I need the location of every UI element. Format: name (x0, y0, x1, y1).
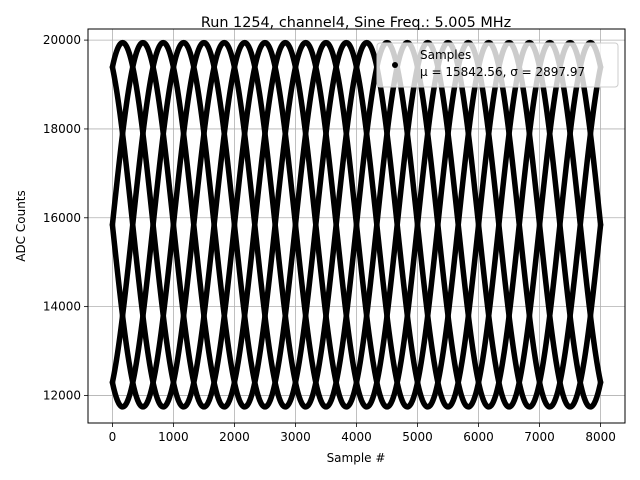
y-axis-label: ADC Counts (14, 190, 28, 262)
y-tick-label: 12000 (43, 388, 81, 402)
x-tick-label: 5000 (402, 430, 433, 444)
legend-marker (392, 62, 398, 68)
legend-box (376, 42, 619, 88)
x-axis: 0 1000 2000 3000 4000 5000 6000 7000 8000 (109, 423, 616, 444)
legend-stats: μ = 15842.56, σ = 2897.97 (420, 65, 585, 79)
x-tick-label: 4000 (341, 430, 372, 444)
chart-title: Run 1254, channel4, Sine Freq.: 5.005 MH… (201, 15, 511, 31)
x-tick-label: 3000 (280, 430, 311, 444)
legend: Samples μ = 15842.56, σ = 2897.97 (376, 42, 619, 88)
y-tick-label: 14000 (43, 300, 81, 314)
x-tick-label: 7000 (524, 430, 555, 444)
y-tick-label: 18000 (43, 122, 81, 136)
y-axis: 12000 14000 16000 18000 20000 (43, 33, 88, 402)
x-tick-label: 1000 (158, 430, 189, 444)
y-tick-label: 20000 (43, 33, 81, 47)
x-axis-label: Sample # (327, 451, 386, 465)
x-tick-label: 8000 (585, 430, 616, 444)
y-tick-label: 16000 (43, 211, 81, 225)
x-tick-label: 2000 (219, 430, 250, 444)
legend-label: Samples (420, 48, 471, 62)
x-tick-label: 0 (109, 430, 117, 444)
x-tick-label: 6000 (463, 430, 494, 444)
